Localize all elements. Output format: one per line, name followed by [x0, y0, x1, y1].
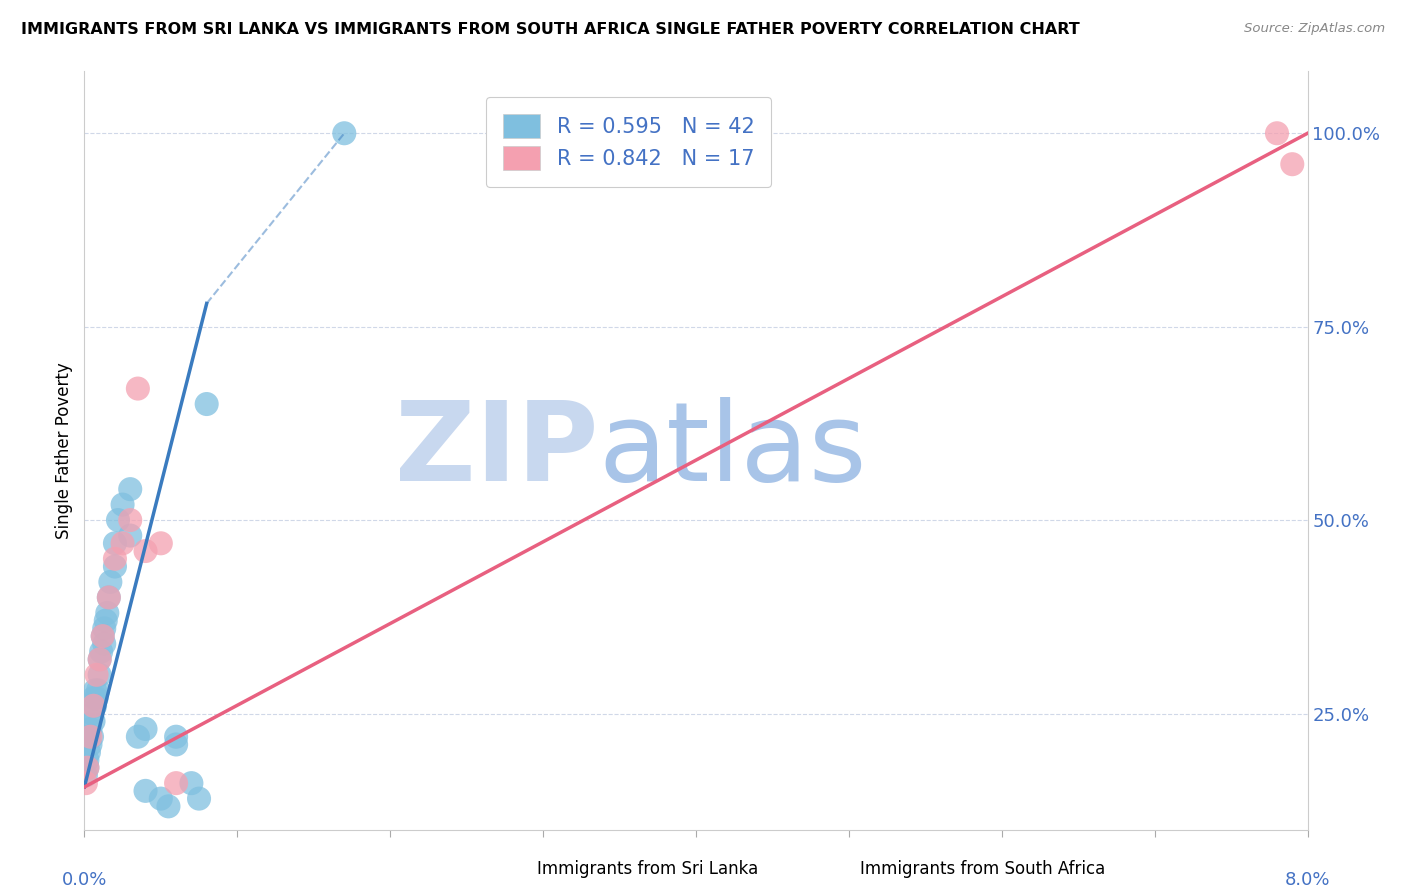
Point — [91, 629, 114, 643]
Text: Immigrants from Sri Lanka: Immigrants from Sri Lanka — [537, 860, 758, 878]
Point — [79, 730, 101, 744]
Point — [76, 761, 98, 775]
Text: Immigrants from South Africa: Immigrants from South Africa — [860, 860, 1105, 878]
Point — [120, 513, 142, 527]
Point — [83, 714, 105, 729]
Point — [80, 730, 103, 744]
Text: 0.0%: 0.0% — [62, 871, 107, 889]
Point — [83, 698, 105, 713]
Point — [79, 722, 101, 736]
Point — [75, 768, 97, 782]
Legend: R = 0.595   N = 42, R = 0.842   N = 17: R = 0.595 N = 42, R = 0.842 N = 17 — [486, 97, 772, 186]
Point — [86, 691, 108, 706]
Point — [127, 730, 149, 744]
Point — [135, 544, 157, 558]
Point — [90, 645, 112, 659]
Point — [104, 551, 127, 566]
Point — [188, 791, 211, 805]
Text: ZIP: ZIP — [395, 397, 598, 504]
Point — [87, 683, 110, 698]
Point — [94, 614, 117, 628]
Point — [165, 738, 187, 752]
Point — [77, 745, 100, 759]
Point — [157, 799, 180, 814]
Point — [104, 536, 127, 550]
Point — [89, 652, 111, 666]
Point — [120, 482, 142, 496]
Point — [83, 691, 105, 706]
Point — [107, 513, 129, 527]
Point — [77, 730, 100, 744]
Point — [86, 668, 108, 682]
Point — [180, 776, 202, 790]
Text: 8.0%: 8.0% — [1285, 871, 1330, 889]
Point — [165, 730, 187, 744]
Text: atlas: atlas — [598, 397, 866, 504]
Point — [93, 637, 115, 651]
Point — [89, 652, 111, 666]
Point — [135, 722, 157, 736]
Point — [120, 528, 142, 542]
Point — [149, 791, 172, 805]
Point — [75, 776, 97, 790]
Text: IMMIGRANTS FROM SRI LANKA VS IMMIGRANTS FROM SOUTH AFRICA SINGLE FATHER POVERTY : IMMIGRANTS FROM SRI LANKA VS IMMIGRANTS … — [21, 22, 1080, 37]
Point — [1281, 157, 1303, 171]
Point — [89, 668, 111, 682]
Y-axis label: Single Father Poverty: Single Father Poverty — [55, 362, 73, 539]
Point — [104, 559, 127, 574]
Point — [84, 683, 107, 698]
Point — [80, 706, 103, 721]
Point — [111, 498, 134, 512]
Point — [76, 753, 98, 767]
Point — [1265, 126, 1288, 140]
Point — [79, 738, 101, 752]
Text: Source: ZipAtlas.com: Source: ZipAtlas.com — [1244, 22, 1385, 36]
Point — [96, 606, 118, 620]
Point — [76, 761, 98, 775]
Point — [91, 629, 114, 643]
Point — [111, 536, 134, 550]
Point — [149, 536, 172, 550]
Point — [98, 574, 121, 589]
Point — [84, 698, 107, 713]
Point — [333, 126, 356, 140]
Point — [135, 784, 157, 798]
Point — [97, 591, 120, 605]
Point — [97, 591, 120, 605]
Point — [195, 397, 218, 411]
Point — [165, 776, 187, 790]
Point — [127, 382, 149, 396]
Point — [93, 621, 115, 635]
